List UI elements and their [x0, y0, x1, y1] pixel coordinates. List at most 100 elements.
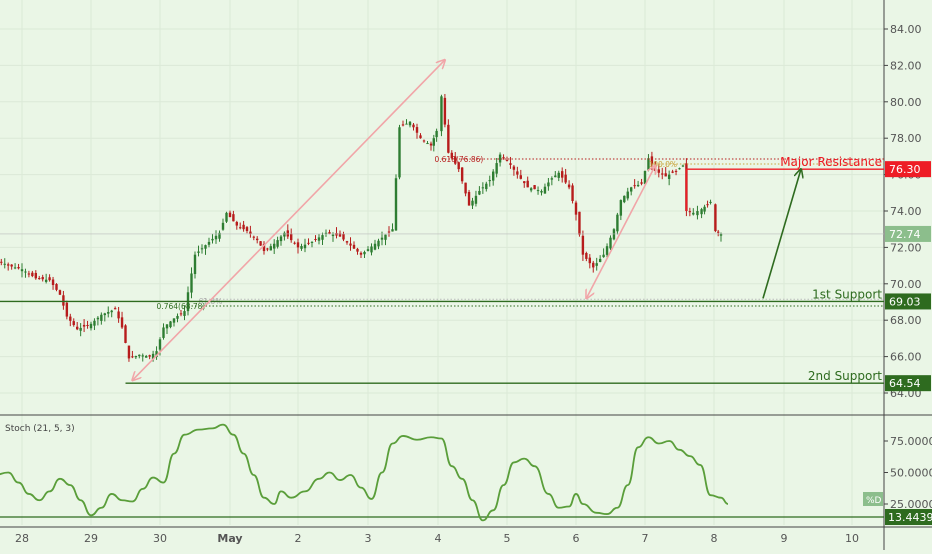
- candle-body: [245, 227, 249, 232]
- candle-body: [352, 244, 356, 249]
- candle-body: [474, 195, 478, 204]
- candle-body: [242, 224, 245, 230]
- stoch-pane: Stoch (21, 5, 3) 25.0000 50.0000 75.0000 13.…: [0, 423, 932, 525]
- candle-body: [630, 187, 633, 192]
- candle-body: [678, 168, 681, 170]
- candle-body: [592, 262, 595, 268]
- candle-body: [602, 254, 605, 258]
- candle-body: [717, 231, 720, 233]
- stoch-tick-label: 50.0000: [890, 467, 932, 480]
- time-tick-label: May: [217, 532, 242, 545]
- candle-body: [443, 97, 447, 125]
- candle-body: [179, 313, 183, 315]
- candle-body: [303, 244, 307, 249]
- candle-body: [69, 316, 72, 321]
- stoch-line: [0, 423, 729, 522]
- candle-body: [120, 317, 124, 328]
- candle-body: [3, 263, 6, 265]
- candle-body: [345, 241, 349, 243]
- candle-body: [426, 143, 429, 145]
- stoch-legend-label: %D: [866, 496, 882, 506]
- candle-body: [681, 165, 685, 167]
- time-tick-label: 30: [153, 532, 167, 545]
- candle-body: [162, 327, 165, 338]
- candle-body: [113, 308, 117, 310]
- stoch-title: Stoch (21, 5, 3): [5, 424, 75, 434]
- candle-body: [131, 356, 134, 358]
- candle-body: [190, 273, 193, 293]
- candle-body: [609, 237, 612, 249]
- candle-body: [394, 178, 398, 231]
- candle-body: [252, 236, 255, 238]
- candle-body: [523, 181, 526, 184]
- candle-body: [293, 242, 296, 244]
- stoch-value-label: 13.4439: [888, 511, 932, 524]
- candle-body: [377, 240, 380, 247]
- candle-body: [447, 124, 450, 153]
- candle-body: [204, 245, 207, 249]
- candle-body: [283, 232, 286, 237]
- candle-body: [440, 96, 443, 132]
- candle-body: [138, 354, 141, 357]
- candle-body: [65, 302, 69, 317]
- candle-body: [529, 188, 533, 191]
- candle-body: [674, 170, 678, 172]
- time-tick-label: 7: [642, 532, 649, 545]
- time-tick-label: 29: [84, 532, 98, 545]
- candle-body: [595, 263, 598, 266]
- arrows: [132, 60, 801, 380]
- candle-body: [408, 121, 412, 126]
- candle-body: [317, 237, 321, 241]
- candle-body: [578, 211, 581, 235]
- candle-body: [485, 183, 488, 190]
- candle-body: [640, 182, 643, 184]
- candle-body: [307, 242, 310, 244]
- candle-body: [419, 135, 422, 139]
- candle-body: [671, 171, 674, 173]
- candle-body: [100, 314, 103, 321]
- time-tick-label: 2: [295, 532, 302, 545]
- candle-body: [117, 311, 120, 319]
- candle-body: [505, 159, 509, 161]
- candle-body: [356, 248, 359, 252]
- candle-body: [110, 310, 113, 313]
- candle-body: [86, 324, 89, 326]
- candle-body: [232, 214, 235, 222]
- candle-body: [127, 345, 131, 359]
- price-tick-label: 78.00: [890, 132, 922, 145]
- candle-body: [454, 156, 457, 164]
- candle-body: [667, 174, 671, 179]
- candle-body: [200, 248, 204, 250]
- candle-body: [619, 200, 623, 216]
- candle-body: [34, 272, 37, 279]
- candle-body: [183, 311, 186, 316]
- candle-body: [27, 273, 31, 275]
- level-badge-label: 69.03: [889, 295, 921, 308]
- candle-body: [165, 324, 169, 329]
- candle-body: [124, 325, 127, 343]
- candle-body: [401, 124, 405, 126]
- candle-body: [509, 163, 512, 165]
- candle-body: [13, 267, 17, 269]
- candle-body: [239, 227, 242, 229]
- candle-body: [502, 157, 505, 159]
- candle-body: [422, 140, 426, 142]
- candle-body: [89, 323, 93, 329]
- time-tick-label: 5: [504, 532, 511, 545]
- candle-body: [588, 257, 591, 264]
- candle-body: [158, 339, 162, 350]
- time-tick-label: 4: [435, 532, 442, 545]
- candle-body: [495, 163, 498, 174]
- candle-body: [457, 162, 460, 170]
- candle-body: [415, 127, 419, 133]
- price-tick-label: 84.00: [890, 23, 922, 36]
- candle-body: [709, 201, 712, 203]
- candle-body: [82, 324, 86, 327]
- candle-body: [321, 235, 324, 240]
- price-tick-label: 68.00: [890, 314, 922, 327]
- candle-body: [370, 246, 373, 253]
- time-tick-label: 8: [711, 532, 718, 545]
- candle-body: [450, 152, 453, 159]
- candle-body: [488, 180, 491, 182]
